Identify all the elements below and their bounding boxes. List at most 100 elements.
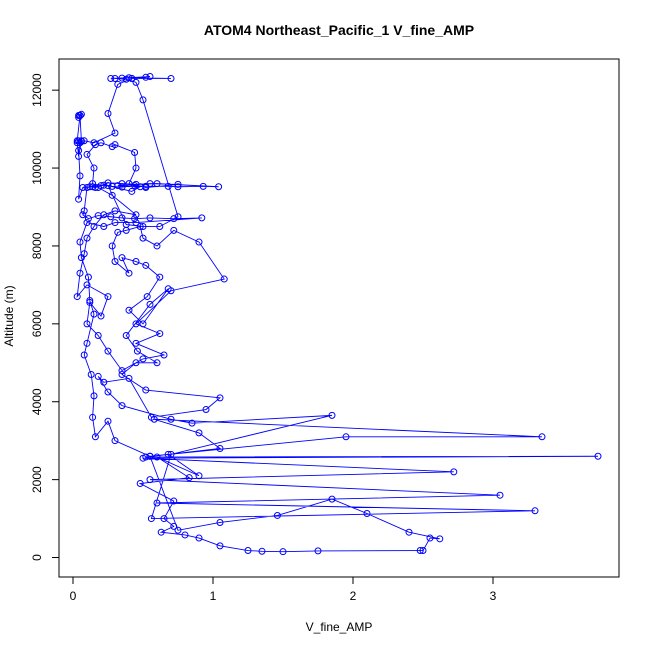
data-point bbox=[147, 515, 155, 523]
data-point bbox=[111, 219, 119, 227]
data-point bbox=[156, 330, 164, 338]
y-tick-label: 12000 bbox=[30, 73, 44, 107]
data-point bbox=[79, 184, 87, 192]
data-point bbox=[118, 402, 126, 410]
data-point bbox=[195, 472, 203, 480]
data-point bbox=[215, 183, 223, 191]
x-axis-label: V_fine_AMP bbox=[306, 620, 373, 634]
data-point bbox=[83, 320, 91, 328]
data-point bbox=[86, 298, 94, 306]
data-point bbox=[111, 74, 119, 82]
data-point bbox=[156, 222, 164, 230]
x-tick-label: 1 bbox=[210, 589, 217, 603]
data-point bbox=[199, 182, 207, 190]
data-point bbox=[111, 258, 119, 266]
data-point bbox=[216, 542, 224, 550]
data-point bbox=[128, 187, 136, 195]
data-point bbox=[202, 406, 210, 414]
data-point bbox=[132, 258, 140, 266]
data-point bbox=[139, 222, 147, 230]
data-point bbox=[76, 269, 84, 277]
x-tick-label: 3 bbox=[490, 589, 497, 603]
data-point bbox=[125, 306, 133, 314]
data-point bbox=[314, 547, 322, 555]
data-point bbox=[100, 211, 108, 219]
data-point bbox=[188, 419, 196, 427]
data-point bbox=[139, 320, 147, 328]
y-tick-label: 10000 bbox=[30, 151, 44, 185]
y-tick-label: 8000 bbox=[30, 232, 44, 259]
data-point bbox=[220, 275, 228, 283]
data-point bbox=[76, 139, 84, 147]
data-point bbox=[170, 226, 178, 234]
data-point bbox=[416, 547, 424, 555]
data-point bbox=[90, 310, 98, 318]
data-point bbox=[153, 180, 161, 188]
data-point bbox=[142, 73, 150, 81]
data-point bbox=[84, 273, 92, 281]
data-point bbox=[132, 164, 140, 172]
data-point bbox=[128, 74, 136, 82]
data-point bbox=[160, 515, 168, 523]
data-point bbox=[167, 415, 175, 423]
data-point bbox=[111, 207, 119, 215]
data-point bbox=[118, 370, 126, 378]
data-point bbox=[132, 78, 140, 86]
data-point bbox=[118, 367, 126, 375]
data-point bbox=[125, 269, 133, 277]
data-point bbox=[118, 74, 126, 82]
data-point bbox=[104, 110, 112, 118]
data-point bbox=[118, 214, 126, 222]
data-point bbox=[328, 411, 336, 419]
data-point bbox=[419, 547, 427, 555]
data-point bbox=[531, 507, 539, 515]
data-point bbox=[118, 180, 126, 188]
data-point bbox=[164, 182, 172, 190]
data-point bbox=[122, 221, 130, 229]
data-point bbox=[100, 378, 108, 386]
data-point bbox=[195, 238, 203, 246]
data-point bbox=[156, 273, 164, 281]
data-point bbox=[153, 359, 161, 367]
data-point bbox=[426, 534, 434, 542]
data-point bbox=[146, 214, 154, 222]
data-point bbox=[146, 180, 154, 188]
data-point bbox=[75, 195, 83, 203]
data-point bbox=[273, 511, 281, 519]
data-point bbox=[496, 491, 504, 499]
data-point bbox=[111, 437, 119, 445]
data-point bbox=[89, 180, 97, 188]
data-point bbox=[83, 234, 91, 242]
data-point bbox=[83, 184, 91, 192]
data-point bbox=[174, 180, 182, 188]
data-point bbox=[170, 215, 178, 223]
data-point bbox=[94, 332, 102, 340]
data-point bbox=[73, 139, 81, 147]
data-point bbox=[107, 74, 115, 82]
data-point bbox=[164, 450, 172, 458]
data-point bbox=[75, 147, 83, 155]
data-point bbox=[83, 281, 91, 289]
y-tick-label: 6000 bbox=[30, 310, 44, 337]
data-point bbox=[139, 355, 147, 363]
data-point bbox=[258, 547, 266, 555]
data-point bbox=[142, 386, 150, 394]
data-point bbox=[125, 180, 133, 188]
data-point bbox=[181, 531, 189, 539]
data-point bbox=[79, 211, 87, 219]
data-point bbox=[146, 300, 154, 308]
data-point bbox=[97, 312, 105, 320]
data-point bbox=[104, 347, 112, 355]
data-point bbox=[83, 339, 91, 347]
data-point bbox=[111, 129, 119, 137]
data-point bbox=[77, 137, 85, 145]
data-point bbox=[89, 413, 97, 421]
data-point bbox=[133, 347, 141, 355]
data-point bbox=[216, 518, 224, 526]
data-point bbox=[244, 547, 252, 555]
chart-title: ATOM4 Northeast_Pacific_1 V_fine_AMP bbox=[204, 22, 474, 38]
data-point bbox=[147, 413, 155, 421]
data-point bbox=[104, 179, 112, 187]
